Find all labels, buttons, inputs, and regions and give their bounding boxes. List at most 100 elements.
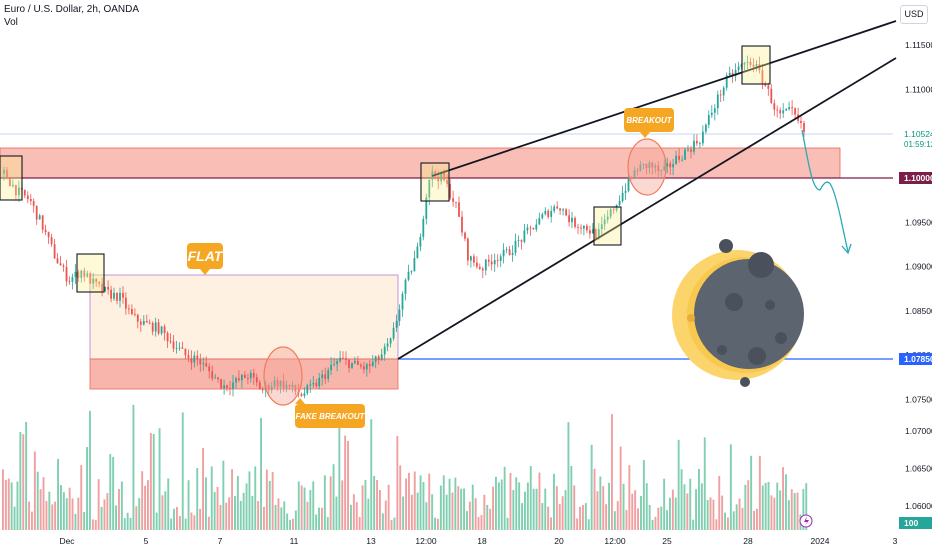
candle-body: [47, 231, 50, 238]
volume-bar: [410, 494, 413, 530]
candle-body: [589, 230, 591, 234]
volume-bar: [787, 500, 790, 530]
volume-bar: [553, 473, 555, 530]
candle: [377, 354, 380, 365]
candle: [461, 210, 463, 237]
volume-bar: [4, 479, 7, 530]
candle-body: [502, 249, 505, 257]
candle: [116, 292, 118, 305]
candle: [749, 57, 752, 68]
candle-body: [309, 384, 312, 386]
candle-body: [139, 321, 142, 325]
volume-bar: [434, 517, 436, 530]
volume-bar: [489, 508, 492, 530]
candle-body: [244, 374, 246, 378]
price-tick-label: 1.06000: [905, 501, 932, 511]
candle-body: [669, 163, 672, 168]
volume-bar: [321, 507, 323, 530]
candle: [98, 281, 101, 288]
volume-bar: [268, 480, 271, 530]
candle-body: [574, 217, 576, 227]
resistance-zone: [0, 147, 841, 179]
candle-body: [440, 172, 443, 182]
price-tick-label: 1.09500: [905, 217, 932, 227]
currency-button[interactable]: USD: [900, 5, 928, 24]
candle-body: [184, 348, 187, 356]
volume-bar: [590, 444, 593, 530]
candle-body: [675, 155, 677, 165]
volume-bar: [231, 469, 233, 530]
candle-body: [794, 108, 796, 115]
candle: [660, 169, 663, 177]
candle-body: [699, 143, 701, 145]
candle-body: [419, 236, 422, 247]
volume-bar: [544, 488, 547, 530]
candle-body: [493, 260, 496, 265]
candle-body: [148, 322, 151, 324]
candle-body: [746, 61, 749, 63]
candle: [666, 157, 669, 174]
candle: [553, 204, 556, 214]
volume-bar: [669, 497, 671, 530]
candle-body: [345, 358, 347, 360]
candle: [478, 263, 481, 271]
candle: [163, 324, 166, 341]
volume-bars: [2, 404, 808, 530]
volume-bar: [521, 503, 523, 530]
flat-label-tail: [200, 269, 210, 275]
candle-body: [77, 271, 80, 278]
volume-bar: [42, 477, 45, 530]
volume-bar: [468, 501, 471, 530]
candle-body: [35, 205, 38, 220]
candle-body: [229, 388, 231, 389]
volume-bar: [419, 475, 422, 530]
volume-bar: [637, 508, 639, 530]
candle-body: [791, 107, 793, 109]
volume-indicator-label[interactable]: Vol: [4, 17, 18, 28]
candle: [122, 286, 124, 304]
candle-body: [74, 271, 77, 278]
volume-bar: [318, 507, 320, 530]
volume-bar: [309, 489, 312, 530]
price-tag: 1.10000: [899, 172, 932, 184]
candle-body: [696, 140, 698, 144]
volume-bar: [605, 504, 608, 530]
candle-body: [175, 348, 178, 349]
candle: [502, 243, 505, 264]
flat-support-zone: [89, 358, 399, 390]
candle-body: [193, 355, 196, 363]
candle-body: [535, 224, 538, 230]
volume-bar: [715, 519, 718, 530]
volume-bar: [466, 511, 468, 530]
volume-bar: [785, 474, 787, 530]
candle-body: [83, 270, 86, 277]
price-tag-bg: [899, 517, 932, 529]
volume-bar: [695, 489, 697, 530]
volume-bar: [396, 436, 399, 530]
volume-bar: [271, 472, 274, 530]
price-tag-label: 1.10524: [904, 129, 932, 139]
volume-bar: [54, 501, 57, 530]
candle: [782, 103, 785, 118]
candle-body: [249, 372, 252, 379]
candle: [235, 376, 237, 389]
candle: [389, 337, 392, 348]
candle: [247, 373, 249, 385]
candle-body: [327, 370, 330, 379]
volume-bar: [495, 476, 497, 530]
symbol-title[interactable]: Euro / U.S. Dollar, 2h, OANDA: [4, 4, 140, 15]
candle: [609, 208, 612, 219]
volume-bar: [239, 500, 242, 530]
volume-bar: [347, 440, 349, 530]
candle: [716, 90, 719, 115]
candle: [104, 286, 106, 293]
moon-crater: [725, 293, 743, 311]
moon-crater: [765, 300, 775, 310]
candle: [276, 376, 279, 391]
volume-bar: [161, 495, 164, 530]
candle: [705, 123, 707, 134]
volume-bar: [141, 471, 144, 530]
time-tick-label: Dec: [59, 536, 75, 546]
volume-bar: [65, 498, 68, 530]
